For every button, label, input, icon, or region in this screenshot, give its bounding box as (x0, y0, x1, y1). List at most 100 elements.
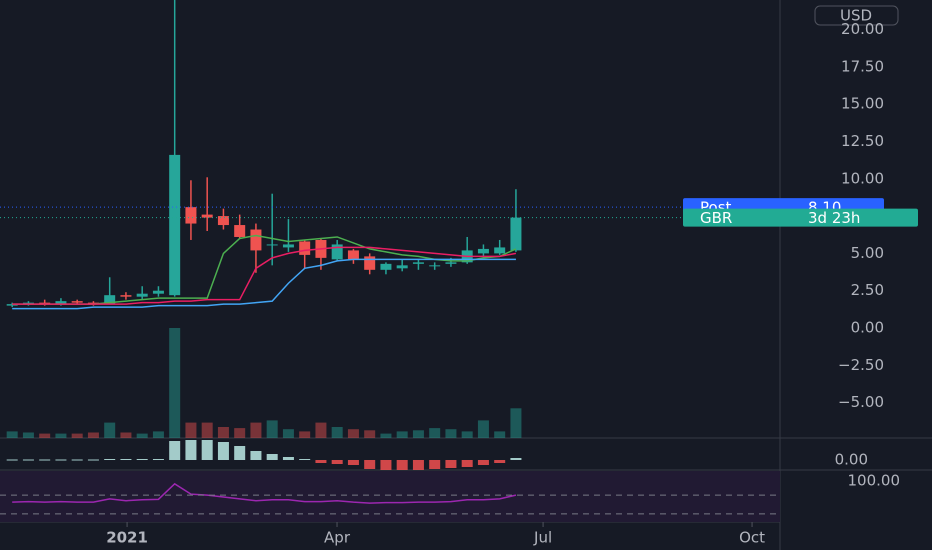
candle-body (396, 265, 408, 269)
volume-bar (266, 420, 278, 438)
rsi-line (12, 482, 517, 504)
macd-bar (364, 460, 376, 469)
volume-bar (22, 432, 34, 438)
macd-bar (201, 440, 213, 460)
candle-body (234, 225, 246, 237)
candle-body (331, 244, 343, 260)
macd-bar (22, 459, 34, 461)
macd-bar (234, 446, 246, 460)
rsi-pane (12, 482, 517, 504)
candle-body (217, 216, 229, 226)
candle-body (266, 244, 278, 246)
volume-bar (39, 433, 51, 438)
candle-body (104, 295, 116, 305)
candle-body (201, 214, 213, 218)
volume-bar (185, 422, 197, 438)
candle-body (120, 295, 132, 297)
candle-body (429, 265, 441, 267)
volume-bar (461, 431, 473, 438)
candle-body (510, 217, 522, 251)
macd-tick-label: 0.00 (835, 451, 868, 469)
macd-bar (152, 459, 164, 460)
macd-bar (331, 460, 343, 464)
x-tick-label: Jul (533, 529, 552, 547)
candle-body (185, 207, 197, 224)
price-tag-name: GBR (700, 209, 732, 227)
x-tick-label: Oct (739, 529, 765, 547)
candle-body (282, 244, 294, 248)
main-pane (6, 0, 522, 438)
volume-bar (217, 427, 229, 438)
candle-body (250, 229, 262, 251)
candle-body (364, 256, 376, 270)
y-tick-label: 17.50 (841, 57, 884, 75)
candle-body (55, 301, 67, 305)
volume-bar (169, 328, 181, 438)
candle-body (380, 263, 392, 270)
currency-box[interactable] (814, 5, 899, 26)
macd-bar (217, 442, 229, 460)
y-tick-label: 2.50 (851, 281, 884, 299)
rsi-tick-label: 100.00 (848, 472, 901, 490)
y-tick-label: −2.50 (838, 356, 884, 374)
macd-bar (87, 459, 99, 461)
x-tick-label: 2021 (106, 529, 148, 547)
volume-bar (87, 432, 99, 438)
volume-bar (71, 433, 83, 438)
macd-bar (104, 459, 116, 460)
macd-bar (445, 460, 457, 468)
volume-bar (250, 422, 262, 438)
macd-bar (477, 460, 489, 465)
macd-bar (380, 460, 392, 470)
volume-bar (234, 428, 246, 438)
volume-bar (412, 430, 424, 438)
macd-bar (282, 457, 294, 460)
volume-bar (315, 422, 327, 438)
price-tag (683, 208, 918, 227)
y-tick-label: 20.00 (841, 20, 884, 38)
candle-body (169, 154, 181, 296)
moving-average (12, 258, 516, 310)
candle-body (477, 248, 489, 254)
macd-bar (39, 459, 51, 461)
macd-bar (429, 460, 441, 469)
macd-bar (396, 460, 408, 470)
volume-bar (494, 431, 506, 438)
currency: USD (840, 7, 872, 25)
y-tick-label: −5.00 (838, 393, 884, 411)
volume-bar (364, 430, 376, 438)
candle-body (494, 247, 506, 254)
macd-bar (71, 459, 83, 461)
y-tick-label: 12.50 (841, 132, 884, 150)
volume-bar (55, 433, 67, 438)
candle-body (445, 262, 457, 264)
volume-bar (477, 420, 489, 438)
y-tick-label: 5.00 (851, 244, 884, 262)
volume-bar (396, 431, 408, 438)
moving-average (12, 246, 517, 305)
macd-bar (169, 441, 181, 460)
volume-bar (510, 408, 522, 438)
price-tag-value: 3d 23h (808, 209, 860, 227)
macd-bar (461, 460, 473, 467)
candle-body (299, 241, 311, 255)
macd-bar (412, 460, 424, 470)
macd-bar (55, 459, 67, 461)
macd-bar (136, 459, 148, 460)
y-tick-label: 15.00 (841, 95, 884, 113)
volume-bar (299, 431, 311, 438)
candle-body (136, 293, 148, 297)
macd-bar (510, 458, 522, 460)
y-tick-label: 0.00 (851, 319, 884, 337)
volume-bar (282, 429, 294, 438)
candle-body (412, 262, 424, 264)
volume-bar (152, 431, 164, 438)
volume-bar (201, 422, 213, 438)
volume-bar (429, 428, 441, 438)
volume-bar (136, 433, 148, 438)
y-tick-label: 10.00 (841, 169, 884, 187)
volume-bar (120, 432, 132, 438)
macd-bar (250, 451, 262, 460)
